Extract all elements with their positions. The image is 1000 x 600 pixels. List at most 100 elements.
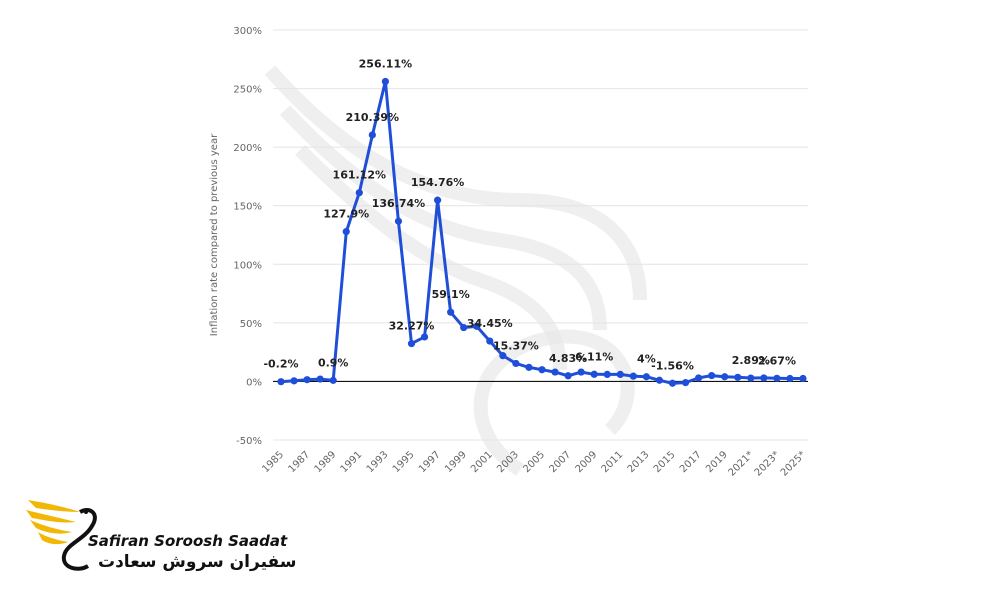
x-tick-label: 1987 [286,449,312,475]
y-tick-label: 300% [233,26,262,37]
data-label: 59.1% [432,288,470,301]
data-point [786,374,794,383]
chart-grid [273,29,808,441]
watermark-stroke-0 [264,65,647,301]
data-point [525,363,533,371]
x-tick-label: 2011 [600,449,626,475]
x-tick-label: 2007 [547,449,573,475]
company-name-english: Safiran Soroosh Saadat [88,532,288,550]
data-point [551,368,559,376]
data-point [499,352,507,360]
x-axis-ticks: 1985 1987 1989 1991 1993 1995 1997 1999 2001 2003… [260,449,808,478]
data-label: -0.2% [263,358,298,371]
x-tick-label: 1999 [443,449,469,475]
data-point [577,368,585,376]
data-label: 136.74% [372,197,425,210]
data-label: 15.37% [493,339,539,352]
x-tick-label: 1997 [417,449,443,475]
data-point [329,376,337,384]
data-label: 0.9% [318,356,349,369]
data-point [303,376,311,384]
y-tick-label: -50% [236,436,262,447]
data-point [342,228,350,236]
x-tick-label: 1985 [260,449,286,475]
data-point [420,333,429,341]
x-tick-label: 2023* [753,449,782,478]
x-tick-label: 1995 [391,449,417,475]
data-point [434,196,442,204]
data-point [655,376,664,384]
data-label: 154.76% [411,176,464,189]
y-axis-label: Inflation rate compared to previous year [209,133,220,336]
company-logo-icon [26,500,97,571]
data-point [590,370,598,378]
watermark-logo [264,65,647,476]
data-point [616,370,624,378]
data-label: 2.89% [732,354,770,367]
y-tick-label: 150% [233,202,262,213]
data-label: 4.83% [549,352,587,365]
data-label: 256.11% [359,57,412,70]
data-point [721,373,729,381]
x-tick-label: 2025* [779,449,808,478]
data-point [799,374,807,383]
y-tick-label: 200% [233,143,262,154]
data-point [486,337,494,345]
x-tick-label: 2021* [727,449,756,478]
data-point [695,374,703,382]
data-label: 127.9% [323,208,369,221]
x-tick-label: 2015 [652,449,678,475]
y-tick-label: 250% [233,85,262,96]
data-label: 2.67% [758,354,796,367]
x-tick-label: 1993 [365,449,391,475]
data-point [734,373,742,381]
data-point [773,374,781,382]
company-name-persian: سفیران سروش سعادت [98,552,297,572]
data-point [381,77,389,86]
data-point [760,374,768,382]
data-label: -1.56% [651,359,694,372]
series-points [277,77,807,387]
y-tick-label: 0% [246,377,262,388]
data-point [629,372,637,380]
data-label: 6.11% [575,350,613,363]
x-tick-label: 2017 [678,449,704,475]
data-point [642,373,651,381]
data-point [747,374,755,382]
x-tick-label: 2009 [574,449,600,475]
y-tick-label: 100% [233,260,262,271]
data-point [473,322,481,330]
data-point [564,372,572,380]
y-tick-label: 50% [240,319,262,330]
data-label: 161.12% [333,169,386,182]
watermark-stroke-3 [473,329,635,476]
data-point [512,359,520,368]
data-point [368,131,376,139]
data-point [277,378,285,386]
data-label: 4% [637,353,656,366]
data-point [290,377,298,385]
data-label: 210.39% [346,111,399,124]
data-point [355,189,363,197]
y-axis-ticks: 300% 250% 200% 150% 100% 50% 0% -50% [233,26,262,447]
data-point [407,340,416,348]
data-label: 34.45% [467,317,513,330]
watermark-stroke-2 [295,145,567,371]
data-point [316,375,324,383]
data-labels: -0.2% 0.9% 127.9% 161.12% 210.39% 256.11% 136.… [263,57,796,372]
data-label: 32.27% [389,320,435,333]
x-tick-label: 1991 [339,449,365,475]
data-point [603,370,611,378]
data-point [708,371,716,380]
data-point [538,366,546,374]
watermark-stroke-1 [279,105,607,331]
data-point [394,217,403,225]
data-point [460,323,468,332]
x-tick-label: 2005 [521,449,547,475]
x-tick-label: 2013 [626,449,652,475]
data-point [681,379,690,387]
x-tick-label: 1989 [313,449,339,475]
data-point [668,379,677,387]
data-point [447,308,455,316]
